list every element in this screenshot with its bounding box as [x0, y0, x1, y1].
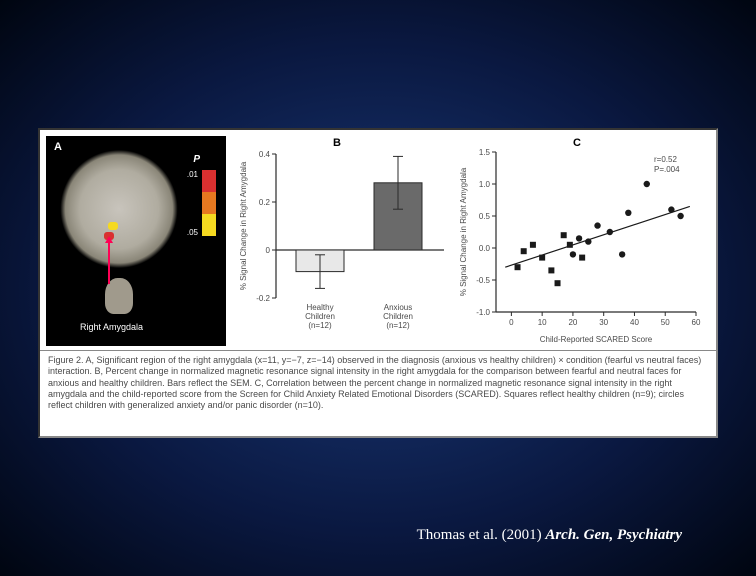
citation-authors: Thomas et al. (2001) — [417, 527, 546, 543]
svg-text:(n=12): (n=12) — [386, 321, 410, 330]
svg-text:Children: Children — [383, 312, 413, 321]
amygdala-label: Right Amygdala — [80, 322, 143, 332]
brain-image — [54, 146, 184, 296]
svg-text:0.4: 0.4 — [259, 150, 271, 159]
svg-text:% Signal Change in Right Amygd: % Signal Change in Right Amygdala — [239, 161, 248, 290]
svg-text:Children: Children — [305, 312, 335, 321]
colorbar-segment — [202, 214, 216, 236]
svg-text:-0.5: -0.5 — [476, 276, 490, 285]
svg-text:1.5: 1.5 — [479, 148, 491, 157]
svg-text:P=.004: P=.004 — [654, 165, 680, 174]
svg-text:0: 0 — [509, 318, 514, 327]
panel-c-scatter: C -1.0 -0.5 0.0 0.5 1.0 1.5 0 10 20 30 40 50 60 % Sig… — [454, 136, 704, 346]
svg-text:0: 0 — [266, 246, 271, 255]
scatter-svg: -1.0 -0.5 0.0 0.5 1.0 1.5 0 10 20 30 40 50 60 % Signa… — [454, 136, 704, 346]
svg-text:40: 40 — [630, 318, 639, 327]
svg-text:1.0: 1.0 — [479, 180, 491, 189]
p-header: P — [193, 154, 200, 165]
figure-container: A P Right Amygdala .01 .05 B -0.2 0 0.2 0.4%… — [38, 128, 718, 438]
panel-b-barchart: B -0.2 0 0.2 0.4 % Signal Change in Right Am… — [234, 136, 454, 346]
svg-text:20: 20 — [568, 318, 577, 327]
colorbar-segment — [202, 192, 216, 214]
svg-text:(n=12): (n=12) — [308, 321, 332, 330]
svg-text:-0.2: -0.2 — [256, 294, 270, 303]
colorbar-label: .01 — [187, 170, 198, 179]
svg-text:r=0.52: r=0.52 — [654, 155, 677, 164]
svg-text:60: 60 — [692, 318, 701, 327]
barchart-svg: -0.2 0 0.2 0.4 % Signal Change in Right Amyg… — [234, 136, 454, 346]
svg-text:0.5: 0.5 — [479, 212, 491, 221]
citation-journal: Arch. Gen, Psychiatry — [545, 527, 682, 543]
citation: Thomas et al. (2001) Arch. Gen, Psychiat… — [417, 527, 682, 544]
panel-a-label: A — [50, 140, 66, 154]
svg-text:10: 10 — [538, 318, 547, 327]
figure-caption: Figure 2. A, Significant region of the r… — [40, 350, 716, 415]
svg-text:30: 30 — [599, 318, 608, 327]
svg-text:-1.0: -1.0 — [476, 308, 490, 317]
panel-c-label: C — [569, 136, 585, 150]
svg-text:50: 50 — [661, 318, 670, 327]
svg-text:Healthy: Healthy — [306, 303, 333, 312]
svg-text:Anxious: Anxious — [384, 303, 412, 312]
svg-text:Child-Reported SCARED Score: Child-Reported SCARED Score — [540, 335, 653, 344]
svg-text:0.2: 0.2 — [259, 198, 271, 207]
figure-panels: A P Right Amygdala .01 .05 B -0.2 0 0.2 0.4%… — [40, 130, 716, 350]
panel-a-brain: A P Right Amygdala .01 .05 — [46, 136, 226, 346]
arrow-indicator — [108, 242, 110, 284]
colorbar-label: .05 — [187, 228, 198, 237]
svg-text:0.0: 0.0 — [479, 244, 491, 253]
amygdala-marker — [108, 222, 118, 230]
panel-b-label: B — [329, 136, 345, 150]
colorbar-segment — [202, 170, 216, 192]
svg-text:% Signal Change in Right Amygd: % Signal Change in Right Amygdala — [459, 167, 468, 296]
colorbar — [202, 170, 216, 236]
